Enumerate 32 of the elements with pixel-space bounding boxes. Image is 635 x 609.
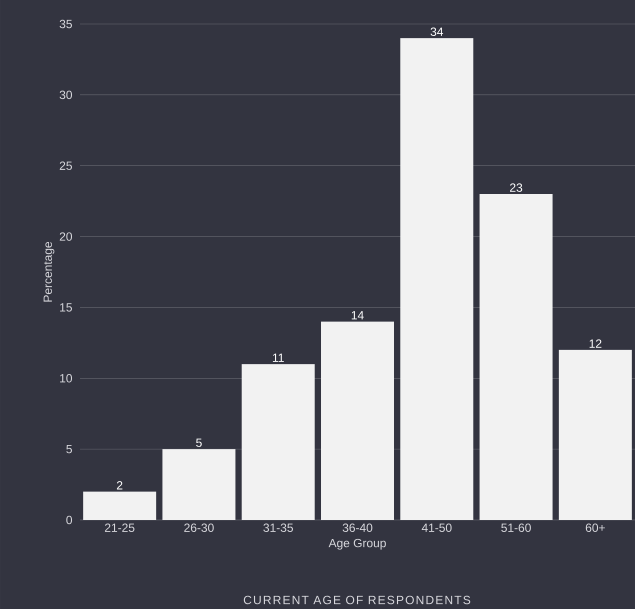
x-tick-label: 60+ bbox=[586, 524, 605, 532]
y-tick-label: 25 bbox=[60, 161, 72, 170]
bar bbox=[83, 492, 156, 520]
bar bbox=[242, 364, 315, 520]
y-tick-label: 5 bbox=[66, 444, 72, 454]
data-label: 11 bbox=[272, 354, 284, 362]
y-tick-label: 0 bbox=[66, 516, 72, 524]
y-tick-label: 10 bbox=[60, 374, 72, 382]
data-label: 23 bbox=[510, 183, 522, 192]
y-tick-label: 35 bbox=[60, 20, 72, 28]
bar bbox=[400, 38, 474, 520]
x-axis-title: Age Group bbox=[328, 538, 386, 550]
text: CURRENT AGE OF RESPONDENTS bbox=[244, 596, 470, 604]
y-axis-title: Percentage bbox=[44, 242, 54, 302]
y-tick-label: 15 bbox=[60, 303, 72, 312]
x-tick-label: 51-60 bbox=[501, 524, 531, 532]
data-label: 14 bbox=[352, 311, 364, 320]
y-tick-label: 20 bbox=[60, 232, 72, 241]
data-label: 12 bbox=[590, 339, 602, 348]
bar bbox=[162, 449, 236, 520]
bar bbox=[480, 194, 553, 520]
x-tick-label: 21-25 bbox=[104, 524, 134, 532]
x-tick-label: 36-40 bbox=[342, 524, 372, 532]
data-label: 5 bbox=[196, 438, 202, 447]
data-label: 34 bbox=[430, 28, 444, 36]
x-tick-label: 41-50 bbox=[422, 524, 452, 532]
x-tick-label: 31-35 bbox=[263, 524, 293, 532]
x-tick-label: 26-30 bbox=[184, 524, 214, 532]
y-tick-label: 30 bbox=[60, 90, 72, 100]
bar bbox=[321, 322, 394, 520]
bar bbox=[558, 350, 632, 520]
data-label: 2 bbox=[116, 481, 122, 490]
